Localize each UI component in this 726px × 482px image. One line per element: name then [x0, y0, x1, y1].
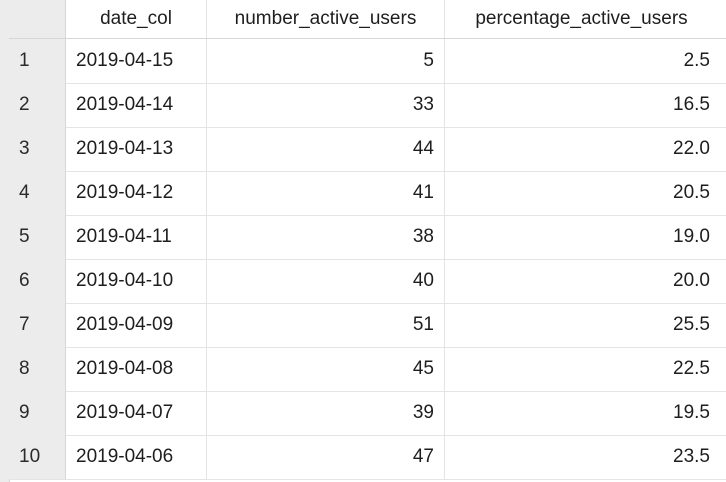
percentage-active-users-cell[interactable]: 25.5	[673, 314, 710, 335]
date-cell[interactable]: 2019-04-15	[66, 39, 207, 83]
percentage-active-users-cell[interactable]: 19.0	[673, 226, 710, 247]
percentage-active-users-cell[interactable]: 20.0	[673, 270, 710, 291]
number-active-users-cell[interactable]: 47	[207, 435, 445, 479]
column-header-percentage-active-users[interactable]: percentage_active_users	[475, 8, 688, 29]
table-row[interactable]: 4 2019-04-12 41 20.5	[9, 171, 726, 216]
date-cell[interactable]: 2019-04-08	[66, 347, 207, 391]
date-cell[interactable]: 2019-04-14	[66, 83, 207, 127]
number-active-users-cell[interactable]: 51	[207, 303, 445, 347]
number-active-users-cell[interactable]: 44	[207, 127, 445, 171]
number-active-users-cell[interactable]: 5	[207, 39, 445, 83]
percentage-active-users-cell[interactable]: 22.5	[673, 358, 710, 379]
row-index[interactable]: 8	[9, 347, 66, 391]
table-row[interactable]: 6 2019-04-10 40 20.0	[9, 259, 726, 304]
table-row[interactable]: 9 2019-04-07 39 19.5	[9, 391, 726, 436]
row-index[interactable]: 3	[9, 127, 66, 171]
row-index[interactable]: 10	[9, 435, 66, 479]
number-active-users-cell[interactable]: 40	[207, 259, 445, 303]
number-active-users-cell[interactable]: 33	[207, 83, 445, 127]
table-row[interactable]: 2 2019-04-14 33 16.5	[9, 83, 726, 128]
date-cell[interactable]: 2019-04-09	[66, 303, 207, 347]
percentage-active-users-cell[interactable]: 23.5	[673, 446, 710, 467]
number-active-users-cell[interactable]: 39	[207, 391, 445, 435]
date-cell[interactable]: 2019-04-07	[66, 391, 207, 435]
row-index[interactable]: 4	[9, 171, 66, 215]
table-row[interactable]: 10 2019-04-06 47 23.5	[9, 435, 726, 480]
percentage-active-users-cell[interactable]: 22.0	[673, 138, 710, 159]
date-cell[interactable]: 2019-04-12	[66, 171, 207, 215]
date-cell[interactable]: 2019-04-06	[66, 435, 207, 479]
date-cell[interactable]: 2019-04-13	[66, 127, 207, 171]
row-index[interactable]: 9	[9, 391, 66, 435]
percentage-active-users-cell[interactable]: 2.5	[683, 50, 710, 71]
row-index[interactable]: 1	[9, 39, 66, 83]
row-index[interactable]: 5	[9, 215, 66, 259]
table-row[interactable]: 5 2019-04-11 38 19.0	[9, 215, 726, 260]
table-row[interactable]: 1 2019-04-15 5 2.5	[9, 39, 726, 84]
percentage-active-users-cell[interactable]: 20.5	[673, 182, 710, 203]
row-index[interactable]: 6	[9, 259, 66, 303]
number-active-users-cell[interactable]: 41	[207, 171, 445, 215]
date-cell[interactable]: 2019-04-10	[66, 259, 207, 303]
table-header-row: date_col number_active_users percentage_…	[9, 0, 726, 39]
column-header-date-col[interactable]: date_col	[66, 0, 207, 38]
number-active-users-cell[interactable]: 45	[207, 347, 445, 391]
row-index[interactable]: 7	[9, 303, 66, 347]
percentage-active-users-cell[interactable]: 19.5	[673, 402, 710, 423]
date-cell[interactable]: 2019-04-11	[66, 215, 207, 259]
percentage-active-users-cell[interactable]: 16.5	[673, 94, 710, 115]
number-active-users-cell[interactable]: 38	[207, 215, 445, 259]
row-index[interactable]: 2	[9, 83, 66, 127]
header-index-cell[interactable]	[9, 0, 66, 38]
column-header-number-active-users[interactable]: number_active_users	[207, 0, 445, 38]
table-row[interactable]: 7 2019-04-09 51 25.5	[9, 303, 726, 348]
table-row[interactable]: 3 2019-04-13 44 22.0	[9, 127, 726, 172]
table-row[interactable]: 8 2019-04-08 45 22.5	[9, 347, 726, 392]
